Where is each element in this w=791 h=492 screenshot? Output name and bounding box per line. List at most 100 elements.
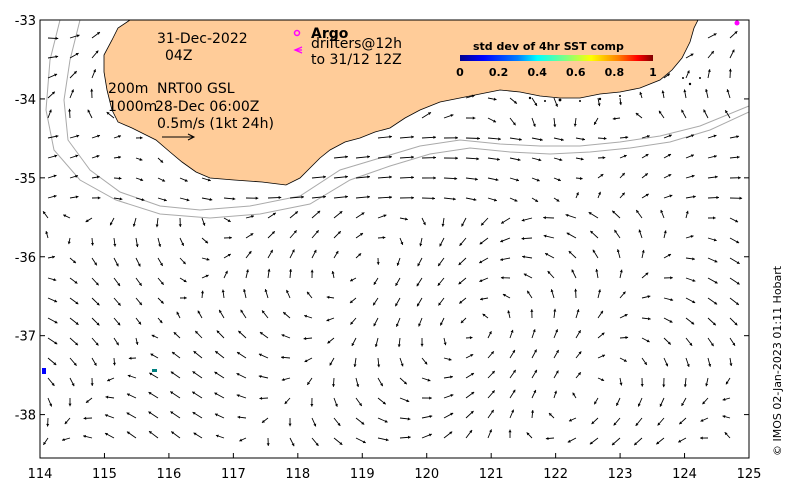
current-arrow <box>575 309 580 319</box>
current-arrow <box>170 391 181 399</box>
current-arrow <box>641 272 649 279</box>
current-arrow <box>399 357 404 367</box>
current-arrow <box>597 156 606 160</box>
current-arrow <box>502 293 511 299</box>
current-arrow <box>588 211 599 219</box>
current-arrow <box>565 213 577 219</box>
current-arrow <box>421 111 432 119</box>
current-arrow <box>437 277 445 287</box>
current-arrow <box>572 392 577 399</box>
lat-tick-label: -33 <box>15 14 36 29</box>
current-arrow <box>487 117 497 123</box>
lon-tick-label: 114 <box>28 467 53 482</box>
current-arrow <box>267 212 277 219</box>
current-arrow <box>662 377 666 388</box>
current-arrow <box>589 437 599 445</box>
current-arrow <box>500 217 511 224</box>
current-arrow <box>443 197 456 201</box>
current-arrow <box>544 252 555 259</box>
argo-float-marker <box>734 20 740 26</box>
current-arrow <box>458 277 467 285</box>
current-arrow <box>619 135 629 139</box>
current-arrow <box>91 175 100 179</box>
current-arrow <box>575 351 582 359</box>
current-arrow <box>135 257 141 267</box>
current-arrow <box>245 269 249 279</box>
current-arrow <box>149 372 159 379</box>
current-arrow <box>310 397 314 407</box>
lon-tick-label: 115 <box>92 467 117 482</box>
current-arrow <box>353 357 357 368</box>
current-arrow <box>135 277 143 287</box>
current-arrow <box>91 317 100 326</box>
current-arrow <box>465 197 477 202</box>
current-arrow <box>289 249 295 259</box>
current-arrow <box>43 437 49 446</box>
current-arrow <box>69 52 79 59</box>
current-arrow <box>443 156 459 160</box>
current-arrow <box>135 177 144 182</box>
current-arrow <box>685 337 693 347</box>
current-arrow <box>441 217 445 227</box>
current-arrow <box>663 134 672 139</box>
lon-tick-label: 125 <box>737 467 762 482</box>
current-arrow <box>396 257 401 266</box>
current-arrow <box>126 431 137 439</box>
current-arrow <box>683 377 687 388</box>
current-arrow <box>700 417 709 422</box>
current-arrow <box>135 237 139 248</box>
current-arrow <box>553 370 559 379</box>
current-arrow <box>521 217 533 222</box>
current-arrow <box>399 237 404 245</box>
lon-tick-label: 121 <box>479 467 504 482</box>
current-arrow <box>487 197 497 202</box>
current-arrow <box>482 313 489 319</box>
current-arrow <box>243 288 247 299</box>
current-arrow <box>350 317 357 325</box>
current-arrow <box>127 374 137 379</box>
current-arrow <box>349 277 357 282</box>
current-arrow <box>113 277 121 287</box>
current-arrow <box>47 377 55 387</box>
lon-tick-label: 116 <box>156 467 181 482</box>
current-arrow <box>47 317 58 324</box>
current-arrow <box>215 434 225 439</box>
current-arrow <box>69 89 74 99</box>
current-arrow <box>201 177 211 182</box>
current-arrow <box>377 417 388 423</box>
current-arrow <box>374 337 379 348</box>
current-arrow <box>85 397 93 404</box>
current-arrow <box>702 397 709 405</box>
current-arrow <box>465 353 474 359</box>
current-arrow <box>729 49 735 59</box>
island-cluster <box>528 77 701 102</box>
colorbar-tick-label: 1 <box>649 66 657 79</box>
colorbar-tick-label: 0.4 <box>527 66 547 79</box>
current-arrow <box>91 277 99 286</box>
current-arrow <box>663 173 672 179</box>
current-arrow <box>663 153 672 159</box>
date-label: 31-Dec-2022 <box>157 31 248 47</box>
colorbar <box>460 55 653 61</box>
current-arrow <box>443 114 454 119</box>
lon-tick-label: 119 <box>350 467 375 482</box>
current-arrow <box>685 277 696 282</box>
current-arrow <box>47 154 58 159</box>
current-arrow <box>574 288 578 299</box>
current-arrow <box>460 317 467 324</box>
depth-1000-label: 1000m <box>108 99 157 115</box>
contour-200m <box>63 20 749 211</box>
argo-marker-icon <box>293 29 301 37</box>
current-arrow <box>106 111 115 119</box>
current-arrow <box>635 209 643 219</box>
current-arrow <box>85 217 93 223</box>
current-arrow <box>729 176 741 180</box>
current-arrow <box>326 317 335 322</box>
current-arrow <box>725 377 731 385</box>
current-arrow <box>439 237 445 247</box>
current-arrow <box>487 390 496 399</box>
current-arrow <box>288 417 292 427</box>
current-arrow <box>397 337 401 348</box>
lat-tick-label: -34 <box>15 93 36 108</box>
current-arrow <box>465 410 474 419</box>
